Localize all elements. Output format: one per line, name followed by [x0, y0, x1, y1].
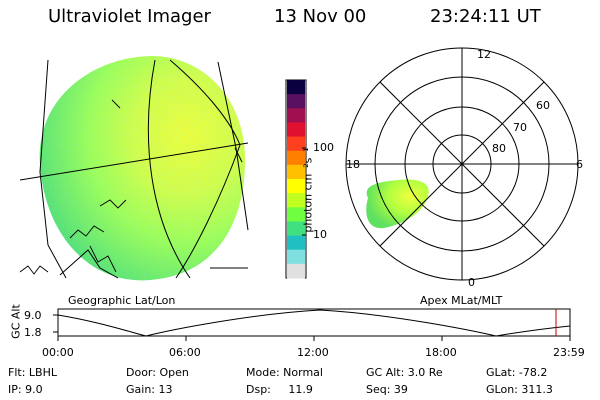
door-info: Door: Open — [126, 366, 189, 379]
altitude-xtick-1800: 18:00 — [425, 346, 457, 359]
colorbar-segment — [287, 136, 305, 152]
altitude-ylabel: GC Alt — [9, 304, 23, 339]
date-label: 13 Nov 00 — [274, 6, 367, 27]
filter-info: Flt: LBHL — [8, 366, 57, 379]
gain-info: Gain: 13 — [126, 383, 173, 396]
glat-info: GLat: -78.2 — [486, 366, 548, 379]
colorbar-segment — [287, 150, 305, 166]
colorbar-segment — [287, 207, 305, 222]
mode-info: Mode: Normal — [246, 366, 323, 379]
colorbar-segment — [287, 235, 305, 251]
colorbar-segment — [287, 164, 305, 180]
coastline — [19, 99, 127, 275]
mlat-label-70: 70 — [513, 121, 527, 134]
mlt-label-0: 0 — [468, 276, 475, 289]
geographic-grid — [19, 59, 249, 279]
polar-plot — [345, 47, 579, 281]
colorbar-segment — [287, 94, 305, 109]
gc-alt-info: GC Alt: 3.0 Re — [366, 366, 443, 379]
apex-caption: Apex MLat/MLT — [420, 294, 503, 307]
colorbar-segment — [287, 80, 305, 95]
colorbar-segment — [287, 122, 305, 138]
altitude-ytick-9: 9.0 — [24, 309, 42, 322]
geographic-caption: Geographic Lat/Lon — [68, 294, 176, 307]
colorbar-segment — [287, 193, 305, 208]
instrument-title: Ultraviolet Imager — [48, 6, 211, 27]
altitude-plot — [53, 308, 571, 341]
colorbar-segment — [287, 249, 305, 265]
altitude-xtick-0000: 00:00 — [42, 346, 74, 359]
glon-info: GLon: 311.3 — [486, 383, 553, 396]
colorbar-segment — [287, 263, 305, 279]
colorbar-unit-label: photon cm⁻²s⁻¹ — [301, 147, 315, 233]
altitude-ytick-1-8: 1.8 — [24, 326, 42, 339]
altitude-xtick-2359: 23:59 — [553, 346, 585, 359]
colorbar-segment — [287, 221, 305, 237]
altitude-xtick-0600: 06:00 — [169, 346, 201, 359]
mlat-label-80: 80 — [492, 142, 506, 155]
dsp-info: Dsp: 11.9 — [246, 383, 313, 396]
mlt-label-18: 18 — [346, 158, 360, 171]
mlat-label-60: 60 — [536, 99, 550, 112]
colorbar-segment — [287, 179, 305, 194]
geographic-image — [39, 55, 245, 281]
colorbar-segment — [287, 108, 305, 123]
time-label: 23:24:11 UT — [430, 6, 541, 27]
seq-info: Seq: 39 — [366, 383, 408, 396]
colorbar-tick-10: 10 — [313, 228, 327, 241]
colorbar-tick-100: 100 — [313, 141, 334, 154]
mlt-label-6: 6 — [576, 158, 583, 171]
colorbar — [285, 79, 307, 279]
ip-info: IP: 9.0 — [8, 383, 43, 396]
auroral-oval — [366, 179, 429, 229]
altitude-xtick-1200: 12:00 — [297, 346, 329, 359]
mlt-label-12: 12 — [477, 48, 491, 61]
